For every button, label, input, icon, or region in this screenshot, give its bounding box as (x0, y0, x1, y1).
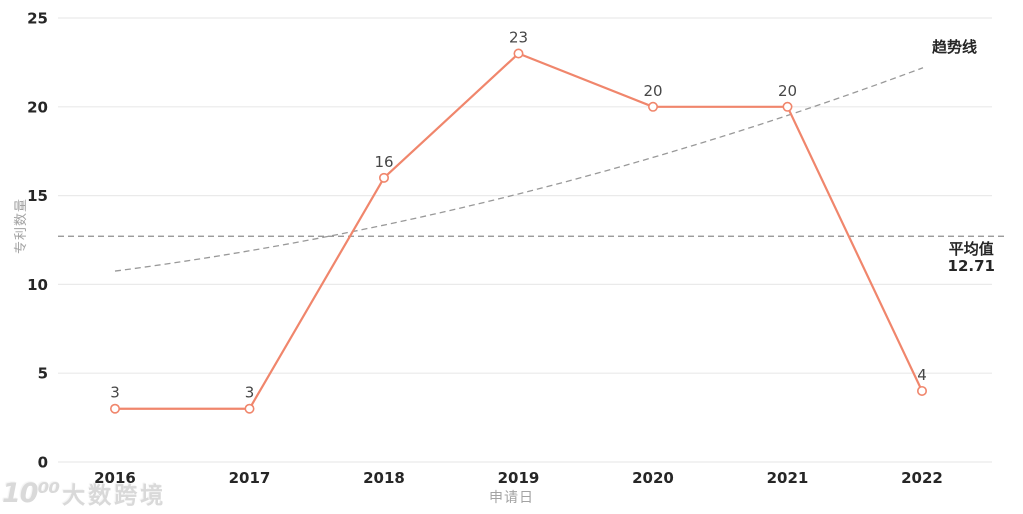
y-tick-label: 5 (38, 365, 48, 383)
x-tick-label: 2020 (632, 469, 674, 487)
y-tick-label: 25 (27, 10, 48, 28)
data-point-label: 16 (374, 153, 393, 171)
y-tick-label: 0 (38, 454, 48, 472)
data-point-label: 20 (643, 82, 662, 100)
data-point-marker (647, 101, 658, 112)
data-point-marker (378, 172, 389, 183)
x-tick-label: 2017 (229, 469, 271, 487)
data-point-marker (782, 101, 793, 112)
y-axis-title: 专利数量 (14, 198, 29, 255)
watermark: 10⁰⁰ 大数跨境 (2, 476, 166, 510)
data-point-label: 20 (778, 82, 797, 100)
y-tick-label: 10 (27, 276, 48, 294)
trendline-label: 趋势线 (931, 38, 977, 56)
data-point-marker (916, 385, 927, 396)
trend-line (114, 67, 924, 272)
watermark-logo-icon: 10⁰⁰ (2, 477, 60, 509)
data-point-label: 23 (509, 29, 528, 47)
average-annotation: 平均值 12.71 (948, 241, 995, 275)
x-tick-label: 2018 (363, 469, 405, 487)
y-tick-label: 20 (27, 98, 48, 116)
data-point-marker (110, 403, 121, 414)
x-tick-label: 2022 (901, 469, 943, 487)
data-point-marker (513, 48, 524, 59)
data-point-label: 3 (245, 384, 255, 402)
watermark-brand-text: 大数跨境 (62, 483, 167, 509)
data-point-marker (244, 403, 255, 414)
data-point-label: 3 (110, 384, 120, 402)
x-tick-label: 2021 (767, 469, 809, 487)
x-tick-label: 2016 (94, 469, 136, 487)
y-tick-label: 15 (27, 187, 48, 205)
x-axis-title: 申请日 (489, 490, 534, 506)
average-annotation-value: 12.71 (947, 257, 995, 275)
data-point-label: 4 (917, 366, 927, 384)
average-annotation-title: 平均值 (948, 240, 994, 258)
x-tick-label: 2019 (498, 469, 540, 487)
